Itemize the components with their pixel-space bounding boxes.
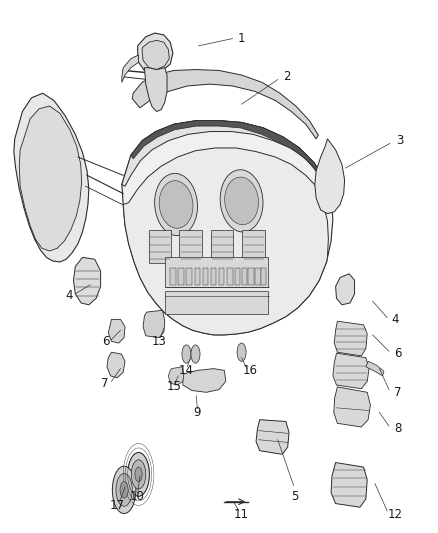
Text: 3: 3	[396, 134, 403, 147]
Bar	[211, 268, 216, 285]
Polygon shape	[183, 369, 226, 392]
Polygon shape	[123, 148, 328, 335]
Bar	[243, 230, 265, 263]
Polygon shape	[168, 367, 184, 385]
Text: 4: 4	[65, 289, 73, 302]
Bar	[255, 268, 261, 285]
Text: 9: 9	[194, 406, 201, 419]
Text: 10: 10	[129, 490, 144, 503]
Polygon shape	[138, 33, 173, 73]
Bar	[165, 257, 268, 287]
Text: 17: 17	[110, 499, 125, 512]
Bar	[148, 230, 171, 263]
Text: 13: 13	[152, 335, 167, 348]
Polygon shape	[334, 387, 371, 427]
Text: 5: 5	[291, 490, 299, 503]
Circle shape	[120, 482, 128, 498]
Circle shape	[191, 345, 200, 363]
Circle shape	[131, 460, 146, 489]
Polygon shape	[315, 139, 345, 214]
Bar	[261, 268, 266, 285]
Bar	[194, 268, 200, 285]
Bar	[211, 230, 233, 263]
Text: 15: 15	[166, 381, 181, 393]
Polygon shape	[131, 120, 325, 183]
Ellipse shape	[220, 169, 263, 232]
Bar	[227, 268, 233, 285]
Text: 7: 7	[101, 377, 109, 390]
Polygon shape	[256, 419, 289, 454]
Circle shape	[113, 466, 136, 514]
Polygon shape	[142, 41, 170, 69]
Text: 2: 2	[283, 70, 290, 83]
Bar	[235, 268, 240, 285]
Polygon shape	[145, 68, 167, 111]
Polygon shape	[19, 106, 81, 251]
Text: 4: 4	[392, 313, 399, 326]
Polygon shape	[331, 463, 367, 507]
Ellipse shape	[225, 177, 258, 224]
Circle shape	[237, 343, 246, 361]
Polygon shape	[334, 321, 367, 356]
Bar	[219, 268, 224, 285]
Polygon shape	[336, 274, 355, 305]
Polygon shape	[122, 55, 138, 82]
Bar	[165, 291, 268, 314]
Bar	[179, 230, 202, 263]
Polygon shape	[107, 352, 125, 378]
Polygon shape	[108, 319, 125, 343]
Text: 11: 11	[233, 508, 248, 521]
Bar	[170, 268, 176, 285]
Circle shape	[128, 453, 149, 496]
Text: 6: 6	[102, 335, 110, 348]
Text: 6: 6	[394, 346, 401, 360]
Text: 7: 7	[394, 386, 401, 399]
Polygon shape	[122, 120, 331, 198]
Polygon shape	[14, 93, 89, 262]
Text: 14: 14	[179, 364, 194, 377]
Bar	[248, 268, 254, 285]
Polygon shape	[122, 120, 333, 335]
Ellipse shape	[159, 181, 193, 228]
Polygon shape	[143, 310, 165, 337]
Circle shape	[182, 345, 191, 363]
Bar	[203, 268, 208, 285]
Text: 16: 16	[242, 364, 257, 377]
Polygon shape	[74, 257, 101, 305]
Bar	[187, 268, 192, 285]
Polygon shape	[366, 361, 384, 376]
Polygon shape	[333, 353, 369, 389]
Bar	[242, 268, 247, 285]
Text: 1: 1	[238, 32, 245, 45]
Polygon shape	[132, 69, 318, 139]
Circle shape	[116, 473, 132, 506]
Text: 12: 12	[388, 508, 403, 521]
Bar	[178, 268, 184, 285]
Ellipse shape	[155, 173, 198, 236]
Text: 8: 8	[394, 422, 401, 435]
Circle shape	[135, 467, 142, 482]
